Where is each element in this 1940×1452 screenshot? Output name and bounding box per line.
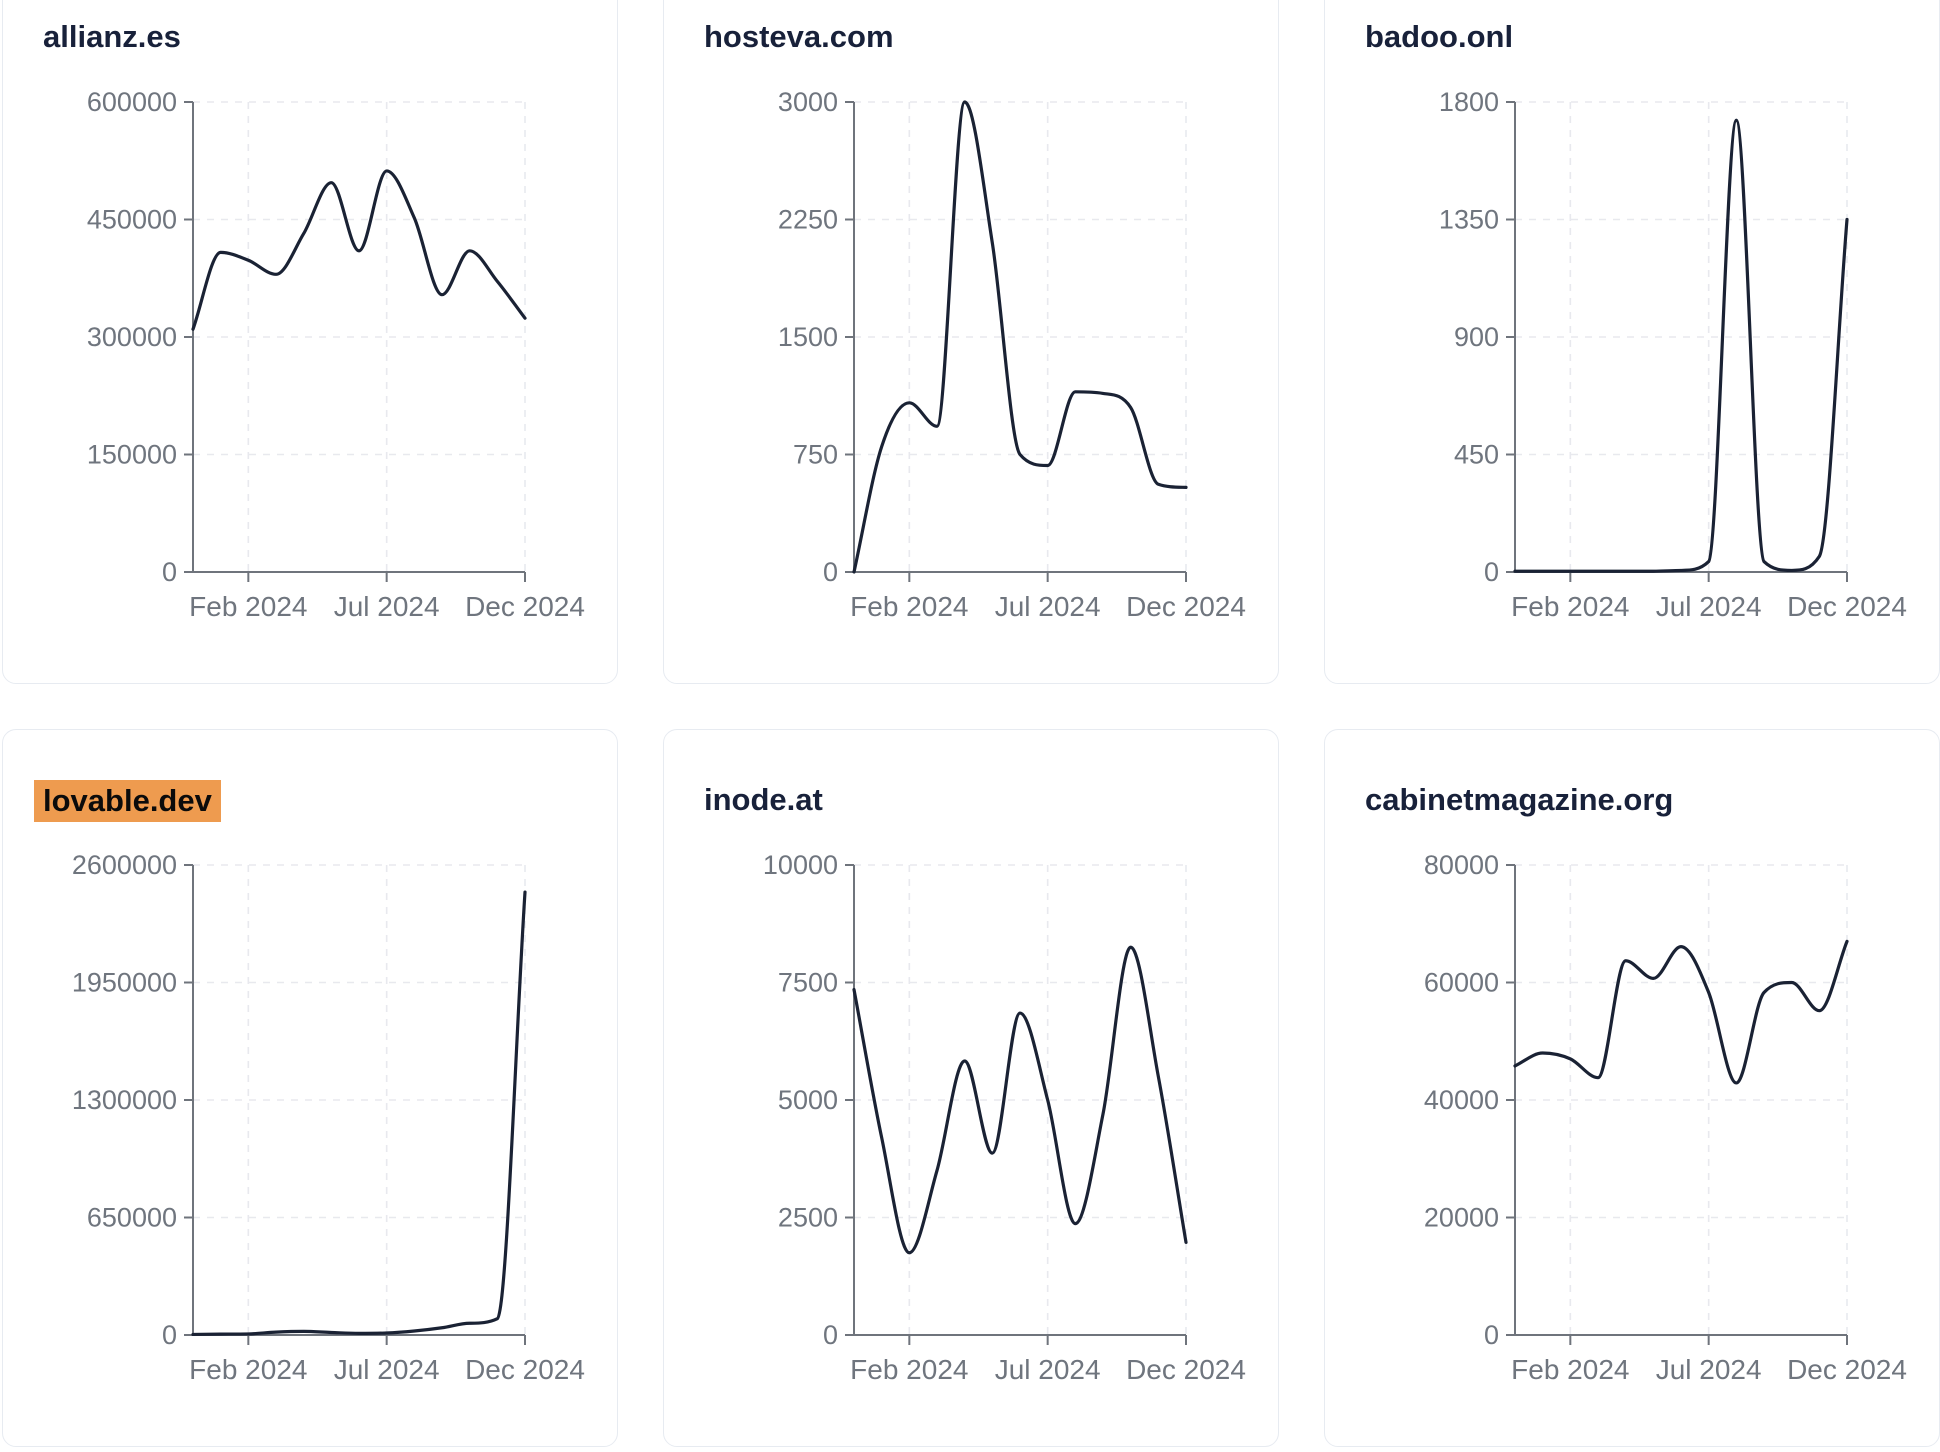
x-tick-label: Jul 2024 — [1656, 1354, 1762, 1385]
y-tick-label: 10000 — [763, 850, 838, 880]
x-tick-label: Feb 2024 — [850, 1354, 968, 1385]
trend-line — [852, 100, 1188, 574]
line-chart: 0 750 1500 2250 3000 Feb 2024 Jul 2024 Dec 2024 — [778, 87, 1246, 622]
domain-chart-card[interactable]: lovable.dev 0 650000 1300000 1950000 2600000… — [2, 729, 618, 1447]
y-tick-label: 7500 — [778, 968, 838, 998]
x-tick-label: Feb 2024 — [1511, 591, 1629, 622]
domain-title-text: allianz.es — [43, 19, 181, 54]
x-tick-label: Feb 2024 — [189, 1354, 307, 1385]
trend-line — [1513, 118, 1849, 573]
line-chart: 0 150000 300000 450000 600000 Feb 2024 Jul 202… — [87, 87, 585, 622]
line-chart: 0 450 900 1350 1800 Feb 2024 Jul 2024 Dec 2024 — [1439, 87, 1907, 622]
y-tick-label: 450000 — [87, 205, 177, 235]
y-tick-label: 600000 — [87, 87, 177, 117]
domain-title-text: cabinetmagazine.org — [1365, 782, 1674, 817]
x-tick-label: Dec 2024 — [1787, 591, 1907, 622]
x-tick-label: Dec 2024 — [1787, 1354, 1907, 1385]
y-tick-label: 2500 — [778, 1203, 838, 1233]
y-tick-label: 20000 — [1424, 1203, 1499, 1233]
line-chart: 0 2500 5000 7500 10000 Feb 2024 Jul 2024 Dec 20… — [763, 850, 1246, 1385]
x-tick-label: Dec 2024 — [465, 591, 585, 622]
domain-title: hosteva.com — [704, 17, 894, 57]
y-tick-label: 2600000 — [72, 850, 177, 880]
line-chart: 0 20000 40000 60000 80000 Feb 2024 Jul 2024 Dec… — [1424, 850, 1907, 1385]
x-tick-label: Dec 2024 — [1126, 1354, 1246, 1385]
domain-title-text: lovable.dev — [34, 780, 221, 822]
domain-chart-card[interactable]: hosteva.com 0 750 1500 2250 3000 Feb 2024 Jul … — [663, 0, 1279, 684]
domain-chart-card[interactable]: inode.at 0 2500 5000 7500 10000 Feb 2024 Jul 2… — [663, 729, 1279, 1447]
y-tick-label: 900 — [1454, 322, 1499, 352]
domain-title: allianz.es — [43, 17, 181, 57]
y-tick-label: 40000 — [1424, 1085, 1499, 1115]
y-tick-label: 80000 — [1424, 850, 1499, 880]
y-tick-label: 1500 — [778, 322, 838, 352]
x-tick-label: Jul 2024 — [334, 591, 440, 622]
domain-title: badoo.onl — [1365, 17, 1513, 57]
domain-title: inode.at — [704, 780, 823, 820]
y-tick-label: 2250 — [778, 205, 838, 235]
y-tick-label: 1350 — [1439, 205, 1499, 235]
y-tick-label: 1300000 — [72, 1085, 177, 1115]
y-tick-label: 5000 — [778, 1085, 838, 1115]
domain-title: lovable.dev — [34, 780, 221, 822]
domain-title-text: badoo.onl — [1365, 19, 1514, 54]
y-tick-label: 0 — [1484, 1320, 1499, 1350]
x-tick-label: Jul 2024 — [995, 591, 1101, 622]
domain-chart-card[interactable]: cabinetmagazine.org 0 20000 40000 60000 8000… — [1324, 729, 1940, 1447]
domain-title: cabinetmagazine.org — [1365, 780, 1673, 820]
y-tick-label: 650000 — [87, 1203, 177, 1233]
line-chart: 0 650000 1300000 1950000 2600000 Feb 2024 Jul … — [72, 850, 585, 1385]
y-tick-label: 150000 — [87, 440, 177, 470]
domain-chart-card[interactable]: allianz.es 0 150000 300000 450000 600000 Feb … — [2, 0, 618, 684]
x-tick-label: Feb 2024 — [1511, 1354, 1629, 1385]
x-tick-label: Jul 2024 — [1656, 591, 1762, 622]
x-tick-label: Jul 2024 — [995, 1354, 1101, 1385]
trend-line — [191, 890, 527, 1337]
domain-title-text: inode.at — [704, 782, 823, 817]
y-tick-label: 1950000 — [72, 968, 177, 998]
y-tick-label: 300000 — [87, 322, 177, 352]
domain-chart-card[interactable]: badoo.onl 0 450 900 1350 1800 Feb 2024 Jul 202… — [1324, 0, 1940, 684]
x-tick-label: Dec 2024 — [1126, 591, 1246, 622]
y-tick-label: 60000 — [1424, 968, 1499, 998]
domain-title-text: hosteva.com — [704, 19, 894, 54]
x-tick-label: Dec 2024 — [465, 1354, 585, 1385]
y-tick-label: 0 — [162, 1320, 177, 1350]
y-tick-label: 750 — [793, 440, 838, 470]
y-tick-label: 0 — [823, 557, 838, 587]
y-tick-label: 0 — [1484, 557, 1499, 587]
x-tick-label: Feb 2024 — [189, 591, 307, 622]
trend-line — [1513, 939, 1849, 1085]
trend-line — [852, 945, 1188, 1255]
x-tick-label: Jul 2024 — [334, 1354, 440, 1385]
y-tick-label: 0 — [823, 1320, 838, 1350]
y-tick-label: 1800 — [1439, 87, 1499, 117]
trend-line — [191, 169, 527, 331]
y-tick-label: 450 — [1454, 440, 1499, 470]
y-tick-label: 0 — [162, 557, 177, 587]
x-tick-label: Feb 2024 — [850, 591, 968, 622]
y-tick-label: 3000 — [778, 87, 838, 117]
